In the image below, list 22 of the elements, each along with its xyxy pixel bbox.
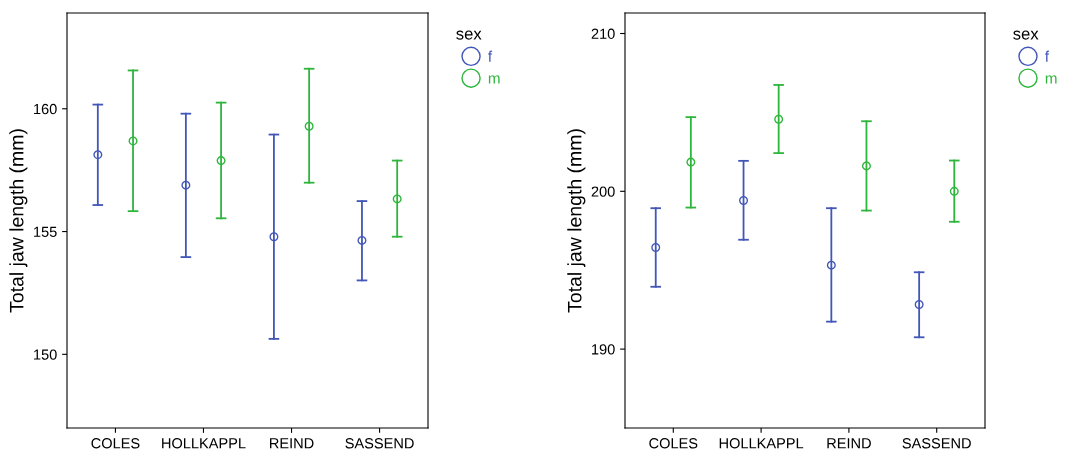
legend-title: sex: [1013, 30, 1039, 40]
x-tick-label: SASSEND: [345, 438, 414, 449]
y-tick-label: 210: [591, 28, 615, 39]
y-tick-label: 190: [592, 344, 615, 355]
legend-label: m: [1045, 75, 1057, 84]
legend-label: f: [488, 50, 493, 62]
y-axis-title: Total jaw length (mm): [567, 129, 586, 313]
x-tick-label: REIND: [270, 438, 314, 449]
y-tick-label: 155: [34, 226, 57, 237]
y-tick-label: 150: [34, 349, 57, 360]
x-tick-label: HOLLKAPPL: [719, 438, 804, 449]
x-tick-label: COLES: [91, 438, 140, 449]
y-axis-title: Total jaw length (mm): [9, 129, 28, 313]
legend-label: m: [488, 75, 500, 84]
legend-title: sex: [456, 30, 482, 40]
x-tick-label: SASSEND: [902, 438, 971, 449]
legend-label: f: [1045, 50, 1050, 62]
y-tick-label: 160: [34, 103, 57, 115]
x-tick-label: REIND: [827, 438, 871, 449]
x-tick-label: COLES: [649, 438, 698, 449]
y-tick-label: 200: [591, 186, 615, 197]
x-tick-label: HOLLKAPPL: [162, 438, 246, 449]
